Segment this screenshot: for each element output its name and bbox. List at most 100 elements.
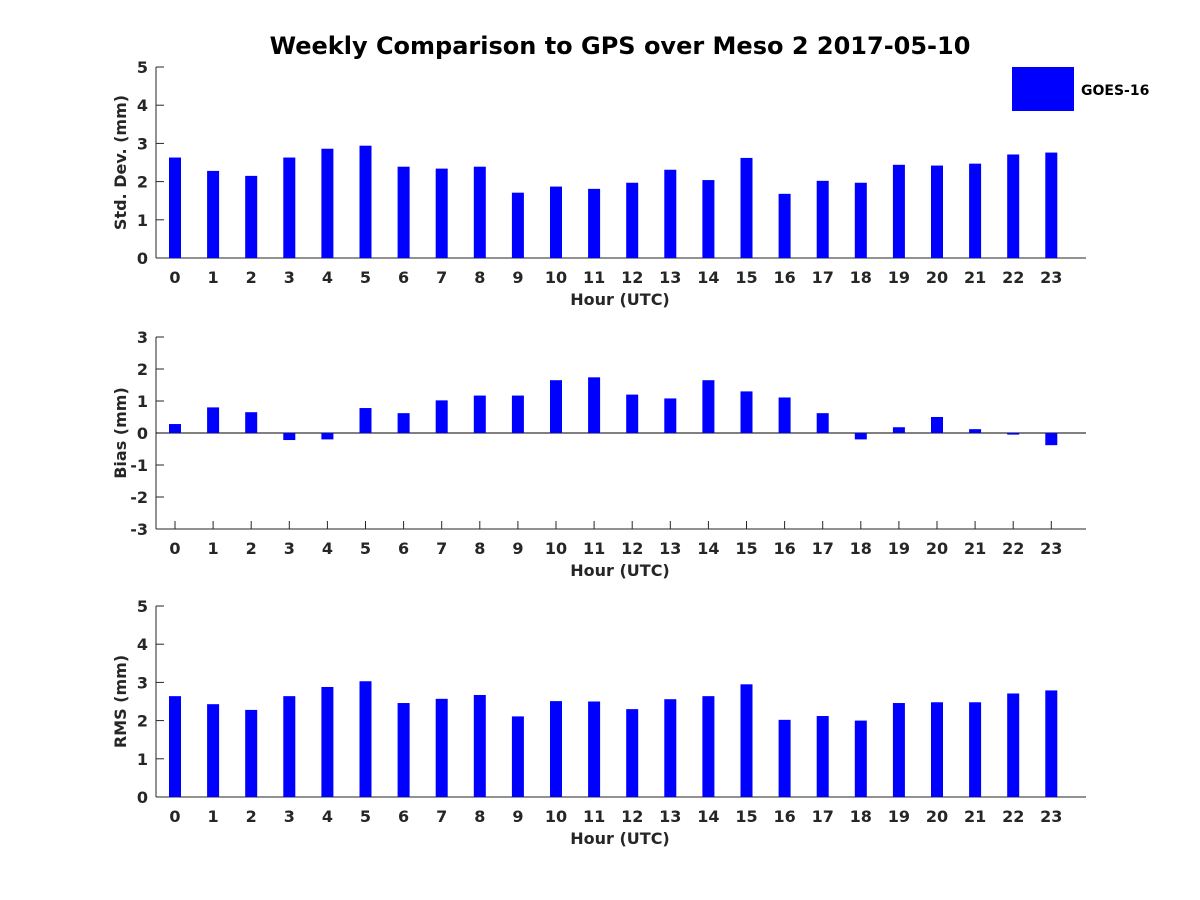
y-axis-label: Bias (mm) — [111, 387, 130, 479]
x-tick-label: 3 — [284, 268, 295, 287]
y-tick-label: 4 — [137, 635, 148, 654]
x-tick-label: 2 — [246, 807, 257, 826]
x-tick-label: 19 — [888, 268, 910, 287]
bar-bias-hour-14 — [702, 380, 715, 433]
bar-bias-hour-7 — [435, 400, 448, 433]
bar-rms-hour-10 — [550, 701, 562, 797]
bar-rms-hour-2 — [245, 709, 258, 797]
x-tick-label: 6 — [398, 268, 409, 287]
x-tick-label: 5 — [360, 807, 371, 826]
x-tick-label: 7 — [436, 539, 447, 558]
x-tick-label: 8 — [474, 268, 485, 287]
bar-bias-hour-23 — [1045, 433, 1058, 446]
x-tick-label: 17 — [812, 807, 834, 826]
x-tick-label: 5 — [360, 539, 371, 558]
x-tick-label: 11 — [583, 268, 605, 287]
x-tick-label: 8 — [474, 807, 485, 826]
bar-std-hour-1 — [207, 170, 220, 258]
x-tick-label: 9 — [512, 539, 523, 558]
bar-rms-hour-23 — [1045, 690, 1058, 797]
x-tick-label: 22 — [1002, 807, 1024, 826]
bar-rms-hour-21 — [969, 702, 982, 797]
x-tick-label: 10 — [545, 539, 567, 558]
x-tick-label: 3 — [284, 807, 295, 826]
y-tick-label: 0 — [137, 788, 148, 807]
x-tick-label: 12 — [621, 539, 643, 558]
x-tick-label: 5 — [360, 268, 371, 287]
bar-rms-hour-12 — [626, 709, 639, 797]
x-tick-label: 12 — [621, 807, 643, 826]
x-tick-label: 4 — [322, 807, 333, 826]
bar-bias-hour-1 — [207, 407, 220, 433]
x-tick-label: 23 — [1040, 539, 1062, 558]
bar-bias-hour-3 — [283, 433, 296, 441]
x-tick-label: 0 — [169, 807, 180, 826]
x-tick-label: 16 — [773, 807, 795, 826]
bar-std-hour-19 — [892, 164, 905, 258]
x-tick-label: 15 — [735, 539, 757, 558]
x-tick-label: 6 — [398, 539, 409, 558]
bar-rms-hour-17 — [816, 716, 829, 797]
bar-bias-hour-17 — [816, 413, 829, 433]
x-tick-label: 1 — [208, 807, 219, 826]
x-tick-label: 23 — [1040, 807, 1062, 826]
x-tick-label: 14 — [697, 807, 719, 826]
bar-std-hour-22 — [1007, 154, 1020, 258]
bar-rms-hour-7 — [435, 698, 448, 797]
y-tick-label: 3 — [137, 328, 148, 347]
bar-bias-hour-19 — [892, 427, 905, 433]
x-tick-label: 2 — [246, 539, 257, 558]
y-axis-label: Std. Dev. (mm) — [111, 95, 130, 230]
bar-bias-hour-8 — [473, 395, 486, 433]
bar-rms-hour-16 — [778, 719, 791, 797]
x-tick-label: 20 — [926, 539, 948, 558]
x-tick-label: 12 — [621, 268, 643, 287]
x-axis-label: Hour (UTC) — [570, 290, 670, 309]
x-tick-label: 9 — [512, 268, 523, 287]
bar-bias-hour-5 — [359, 408, 372, 433]
bar-std-hour-9 — [511, 192, 524, 258]
bar-bias-hour-11 — [588, 377, 601, 433]
x-tick-label: 16 — [773, 539, 795, 558]
x-tick-label: 10 — [545, 807, 567, 826]
bar-bias-hour-2 — [245, 412, 258, 433]
bar-bias-hour-16 — [778, 397, 791, 433]
y-tick-label: 0 — [137, 424, 148, 443]
bar-rms-hour-14 — [702, 696, 715, 797]
bar-bias-hour-20 — [931, 417, 943, 433]
y-tick-label: 2 — [137, 173, 148, 192]
x-tick-label: 22 — [1002, 268, 1024, 287]
legend-label-goes16: GOES-16 — [1081, 83, 1149, 99]
x-tick-label: 17 — [812, 268, 834, 287]
y-axis-label: RMS (mm) — [111, 655, 130, 748]
x-tick-label: 13 — [659, 539, 681, 558]
y-tick-label: -2 — [130, 488, 148, 507]
bar-bias-hour-13 — [664, 398, 677, 433]
bar-bias-hour-4 — [321, 433, 334, 440]
x-tick-label: 7 — [436, 807, 447, 826]
x-tick-label: 3 — [284, 539, 295, 558]
bar-rms-hour-5 — [359, 681, 372, 797]
x-tick-label: 1 — [208, 268, 219, 287]
bar-rms-hour-18 — [854, 720, 867, 797]
bar-std-hour-20 — [931, 165, 943, 258]
y-tick-label: 1 — [137, 750, 148, 769]
x-tick-label: 2 — [246, 268, 257, 287]
bar-std-hour-7 — [435, 168, 448, 258]
y-tick-label: 0 — [137, 249, 148, 268]
x-tick-label: 19 — [888, 807, 910, 826]
x-axis-label: Hour (UTC) — [570, 829, 670, 848]
y-tick-label: 2 — [137, 712, 148, 731]
bar-rms-hour-15 — [740, 684, 753, 797]
legend: GOES-16 — [1012, 67, 1149, 111]
y-tick-label: -1 — [130, 456, 148, 475]
x-tick-label: 16 — [773, 268, 795, 287]
bar-std-hour-14 — [702, 180, 715, 258]
bar-bias-hour-15 — [740, 391, 753, 433]
x-tick-label: 0 — [169, 539, 180, 558]
bar-std-hour-3 — [283, 157, 296, 258]
bar-bias-hour-6 — [397, 413, 410, 433]
bar-std-hour-16 — [778, 193, 791, 258]
